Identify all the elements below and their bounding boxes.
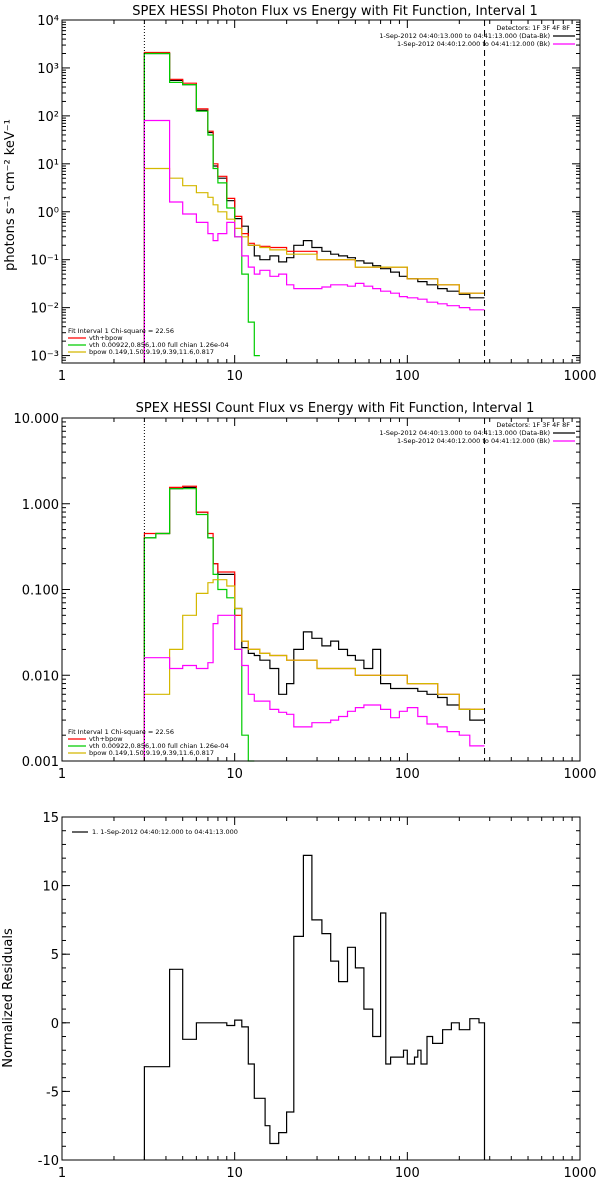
photon-xtick-label: 1	[58, 369, 66, 384]
residuals-ytick-label: -10	[38, 1154, 59, 1169]
count-legend-bk: 1-Sep-2012 04:40:12.000 to 04:41:12.000 …	[397, 437, 550, 445]
residuals-xtick-label: 100	[395, 1166, 420, 1181]
count-fit-vth-label: vth 0.00922,0.856,1.00 full chian 1.26e-…	[89, 742, 229, 750]
count-xtick-label: 100	[395, 767, 420, 782]
photon-legend-data-bk: 1-Sep-2012 04:40:13.000 to 04:41:13.000 …	[379, 32, 550, 40]
photon-series-data	[143, 52, 485, 363]
photon-panel-title: SPEX HESSI Photon Flux vs Energy with Fi…	[132, 4, 538, 19]
photon-fit-bpow-label: bpow 0.149,1.50,9.19,9.39,11.6,0.817	[89, 348, 214, 356]
count-xtick-label: 10	[226, 767, 243, 782]
residuals-xtick-label: 1	[58, 1166, 66, 1181]
count-fit-total-label: vth+bpow	[89, 735, 123, 743]
photon-flux-panel: SPEX HESSI Photon Flux vs Energy with Fi…	[3, 4, 597, 384]
count-panel-title: SPEX HESSI Count Flux vs Energy with Fit…	[136, 401, 535, 416]
photon-ytick-label: 10⁰	[37, 206, 59, 221]
count-series-data	[143, 486, 485, 761]
photon-xtick-label: 1000	[563, 369, 596, 384]
count-ytick-label: 0.100	[22, 584, 59, 599]
photon-ytick-label: 10⁻³	[30, 350, 59, 365]
photon-fit-vth-label: vth 0.00922,0.856,1.00 full chian 1.26e-…	[89, 341, 229, 349]
count-fit-header: Fit Interval 1 Chi-square = 22.56	[68, 728, 174, 736]
photon-series-vth	[143, 52, 260, 363]
residuals-legend-label: 1. 1-Sep-2012 04:40:12.000 to 04:41:13.0…	[92, 828, 238, 836]
count-detectors-label: Detectors: 1F 3F 4F 8F	[496, 421, 570, 429]
count-top-legend: Detectors: 1F 3F 4F 8F 1-Sep-2012 04:40:…	[379, 421, 575, 445]
photon-fit-header: Fit Interval 1 Chi-square = 22.56	[68, 327, 174, 335]
residuals-ytick-label: 0	[51, 1017, 59, 1032]
count-ytick-label: 0.001	[22, 755, 59, 770]
count-fit-bpow-label: bpow 0.149,1.50,9.19,9.39,11.6,0.817	[89, 749, 214, 757]
count-xtick-label: 1000	[563, 767, 596, 782]
photon-ytick-label: 10³	[37, 62, 59, 77]
photon-fit-total-label: vth+bpow	[89, 334, 123, 342]
count-series-total	[143, 485, 485, 761]
photon-detectors-label: Detectors: 1F 3F 4F 8F	[496, 24, 570, 32]
count-series-background	[143, 614, 485, 761]
photon-ytick-label: 10⁴	[37, 14, 59, 29]
residuals-plot-frame	[61, 816, 581, 1161]
residuals-y-axis-label: Normalized Residuals	[1, 928, 16, 1068]
photon-top-legend: Detectors: 1F 3F 4F 8F 1-Sep-2012 04:40:…	[379, 24, 575, 48]
count-flux-panel: SPEX HESSI Count Flux vs Energy with Fit…	[14, 401, 597, 782]
residuals-ytick-label: 10	[42, 880, 59, 895]
photon-series-total	[143, 51, 485, 363]
residuals-ytick-label: -5	[46, 1085, 59, 1100]
count-ytick-label: 10.000	[14, 412, 60, 427]
residuals-xtick-label: 10	[226, 1166, 243, 1181]
photon-legend-bk: 1-Sep-2012 04:40:12.000 to 04:41:12.000 …	[397, 40, 550, 48]
count-xtick-label: 1	[58, 767, 66, 782]
photon-plot-frame	[61, 19, 581, 364]
photon-ytick-label: 10⁻¹	[30, 254, 59, 269]
residuals-ytick-label: 15	[42, 811, 59, 826]
residuals-legend: 1. 1-Sep-2012 04:40:12.000 to 04:41:13.0…	[72, 828, 238, 836]
count-fit-legend: Fit Interval 1 Chi-square = 22.56 vth+bp…	[68, 728, 229, 757]
residuals-series-data	[143, 854, 486, 1160]
photon-ytick-label: 10¹	[37, 158, 59, 173]
photon-ytick-label: 10⁻²	[30, 302, 59, 317]
photon-series-background	[143, 119, 485, 363]
photon-y-axis-label: photons s⁻¹ cm⁻² keV⁻¹	[3, 119, 18, 271]
photon-fit-legend: Fit Interval 1 Chi-square = 22.56 vth+bp…	[68, 327, 229, 356]
count-ytick-label: 1.000	[22, 498, 59, 513]
photon-xtick-label: 100	[395, 369, 420, 384]
photon-xtick-label: 10	[226, 369, 243, 384]
count-series-bpow	[143, 579, 485, 761]
residuals-panel: Normalized Residuals 1 10 100 1000 -10 -5 0 5 10…	[1, 811, 597, 1181]
count-ytick-label: 0.010	[22, 669, 59, 684]
count-series-vth	[143, 488, 255, 762]
residuals-xtick-label: 1000	[563, 1166, 596, 1181]
residuals-ytick-label: 5	[51, 948, 59, 963]
count-plot-frame	[61, 417, 581, 762]
photon-ytick-label: 10²	[37, 110, 59, 125]
count-legend-data-bk: 1-Sep-2012 04:40:13.000 to 04:41:13.000 …	[379, 429, 550, 437]
photon-series-bpow	[143, 167, 485, 363]
